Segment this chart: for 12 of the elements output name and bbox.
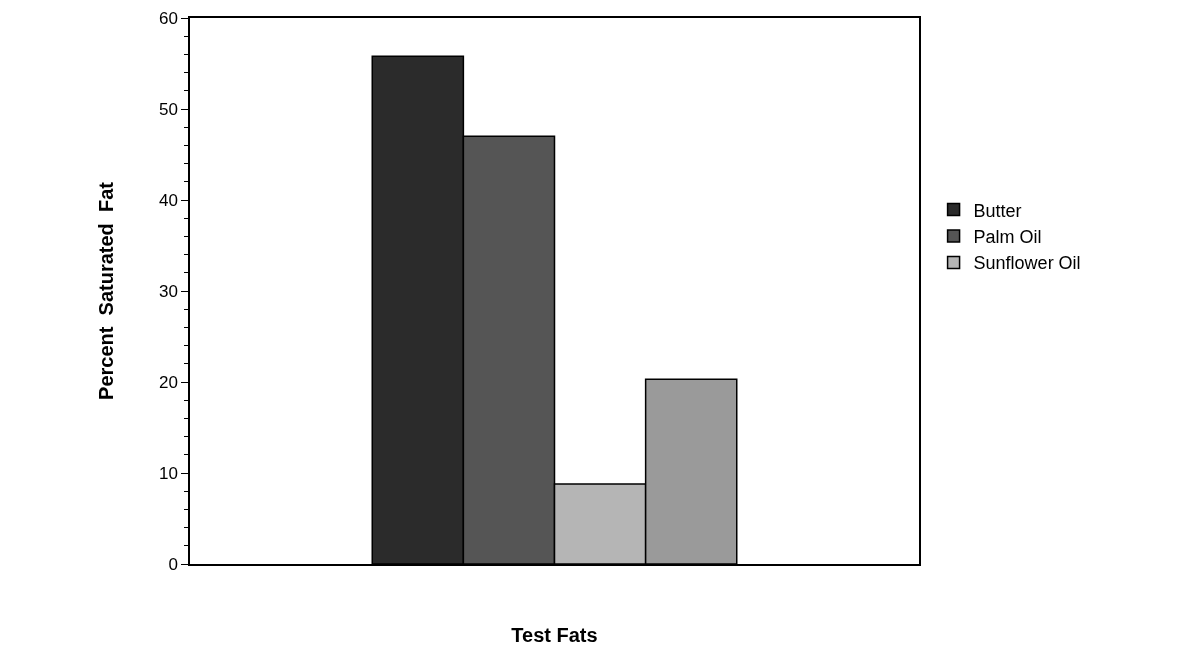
x-axis-title: Test Fats bbox=[511, 624, 598, 647]
y-tick-label: 20 bbox=[158, 372, 178, 392]
y-tick-label: 0 bbox=[168, 554, 178, 574]
legend-label: Butter bbox=[973, 200, 1022, 221]
y-tick-label: 30 bbox=[158, 281, 178, 301]
y-tick-label: 10 bbox=[158, 463, 178, 483]
y-axis-title: Percent Saturated Fat bbox=[94, 181, 117, 400]
legend-label: Palm Oil bbox=[973, 227, 1042, 248]
y-tick-label: 60 bbox=[158, 8, 178, 28]
legend-label: Sunflower Oil bbox=[973, 253, 1081, 274]
y-tick-label: 40 bbox=[158, 190, 178, 210]
y-tick-label: 50 bbox=[158, 99, 178, 119]
